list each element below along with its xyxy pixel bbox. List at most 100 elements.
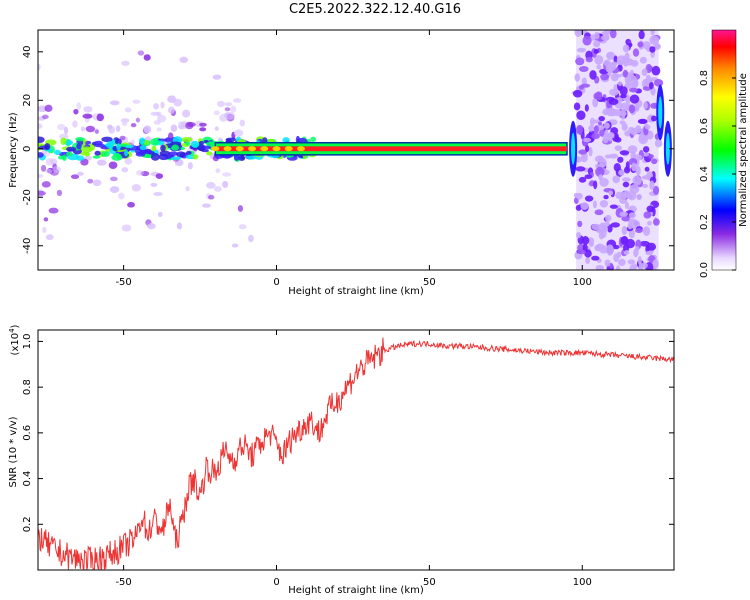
noise-blob (638, 132, 646, 142)
noise-blob (593, 180, 598, 190)
ridge-blob (150, 153, 160, 161)
ridge-blob (38, 136, 45, 144)
spectral-blob (76, 102, 82, 111)
noise-blob (641, 175, 651, 180)
x-tick-label: 100 (573, 277, 592, 288)
y-tick-label: 1.0 (22, 333, 33, 349)
noise-blob (602, 133, 609, 144)
noise-blob (594, 31, 600, 40)
spectral-blob (45, 234, 54, 241)
x-tick-label: -50 (115, 277, 131, 288)
noise-blob (642, 152, 650, 157)
noise-blob (573, 192, 579, 198)
spectral-blob (225, 111, 235, 120)
noise-blob (642, 226, 651, 237)
x-tick-label: -50 (115, 577, 131, 588)
spectral-blob (56, 189, 63, 197)
ridge-blob (151, 145, 157, 152)
noise-blob (585, 145, 590, 153)
ridge-blob (150, 138, 160, 146)
noise-blob (573, 102, 581, 111)
noise-blob (592, 200, 597, 209)
noise-blob (572, 89, 583, 98)
noise-blob (598, 174, 603, 181)
noise-blob (608, 153, 619, 159)
chart-title: C2E5.2022.322.12.40.G16 (288, 2, 462, 17)
noise-blob (622, 181, 630, 188)
noise-blob (619, 120, 626, 125)
spectral-blob (121, 121, 128, 126)
spectral-blob (214, 186, 222, 192)
noise-blob (628, 212, 636, 219)
noise-blob (577, 220, 583, 228)
colorbar-tick-label: 0.6 (699, 118, 710, 134)
noise-blob (618, 169, 625, 176)
noise-blob (622, 69, 629, 78)
noise-blob (591, 255, 600, 261)
colorbar-tick-label: 0.2 (699, 214, 710, 230)
noise-blob (632, 263, 638, 270)
spectral-blob (170, 124, 178, 133)
y-tick-label: 0.4 (22, 471, 33, 487)
ridge-blob (171, 144, 180, 151)
noise-blob (584, 249, 592, 258)
noise-blob (651, 65, 661, 76)
noise-blob (581, 236, 590, 245)
noise-blob (613, 253, 620, 263)
y-tick-label: 40 (22, 45, 33, 58)
noise-blob (609, 30, 617, 39)
spectral-blob (224, 102, 232, 107)
noise-blob (576, 124, 584, 135)
spectral-blob (217, 100, 225, 108)
spectral-blob (248, 234, 254, 243)
spectral-blob (82, 113, 93, 119)
spectral-blob (119, 135, 126, 141)
noise-blob (584, 174, 593, 180)
spectral-blob (124, 107, 132, 113)
ridge-blob (80, 151, 90, 156)
spectral-blob (150, 182, 158, 187)
ridge-bead (235, 146, 244, 152)
noise-blob (632, 175, 642, 186)
noise-blob (595, 166, 605, 177)
spectral-blob (59, 133, 69, 140)
noise-blob (609, 204, 618, 209)
ridge-blob (75, 137, 85, 142)
noise-blob (574, 30, 583, 37)
noise-blob (627, 78, 635, 86)
noise-blob (575, 166, 586, 172)
spectral-blob (96, 159, 107, 166)
snr-panel: -50 0 50 100 0.2 0.4 0.6 0.8 1.0 Height of strai… (8, 324, 675, 596)
spectral-blob (72, 120, 78, 128)
noise-blob (616, 55, 627, 65)
noise-blob (617, 81, 623, 86)
noise-blob (578, 149, 588, 155)
colorbar-tick-label: 0.4 (699, 166, 710, 182)
y-tick-label: -20 (22, 189, 33, 205)
noise-blob (574, 73, 581, 82)
noise-blob (621, 215, 630, 222)
noise-blob (585, 256, 591, 265)
spectral-blob (108, 161, 118, 169)
snr-multiplier: (x104) (8, 324, 21, 355)
noise-blob (575, 204, 582, 211)
x-tick-label: 0 (273, 277, 279, 288)
spectral-blob (143, 54, 151, 61)
ridge-blob (100, 151, 111, 157)
spectrogram-panel: -50 0 50 100 -40 -20 0 20 40 Height of straight … (8, 29, 675, 297)
spectral-blob (231, 243, 239, 248)
ridge-blob (185, 141, 191, 146)
noise-blob (643, 211, 652, 219)
noise-blob (638, 30, 645, 40)
noise-blob (643, 101, 648, 110)
spectral-blob (70, 174, 80, 180)
spectral-blob (40, 164, 47, 172)
spectrogram-frame (37, 29, 675, 271)
spectral-blob (38, 123, 43, 130)
spectral-blob (80, 126, 86, 132)
noise-blob (652, 185, 660, 195)
noise-blob (623, 190, 630, 198)
noise-blob (631, 162, 637, 172)
spectral-blob (115, 125, 121, 132)
